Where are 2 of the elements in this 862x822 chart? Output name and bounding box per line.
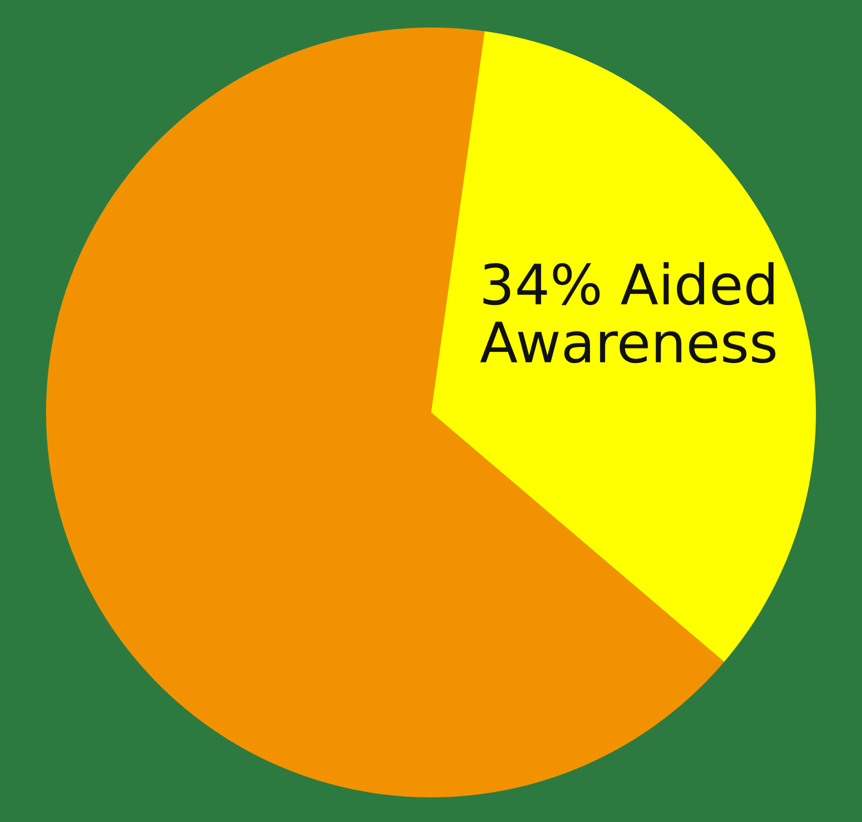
pie-slice: [431, 31, 816, 662]
slice-label: 34% Aided Awareness: [480, 262, 776, 364]
